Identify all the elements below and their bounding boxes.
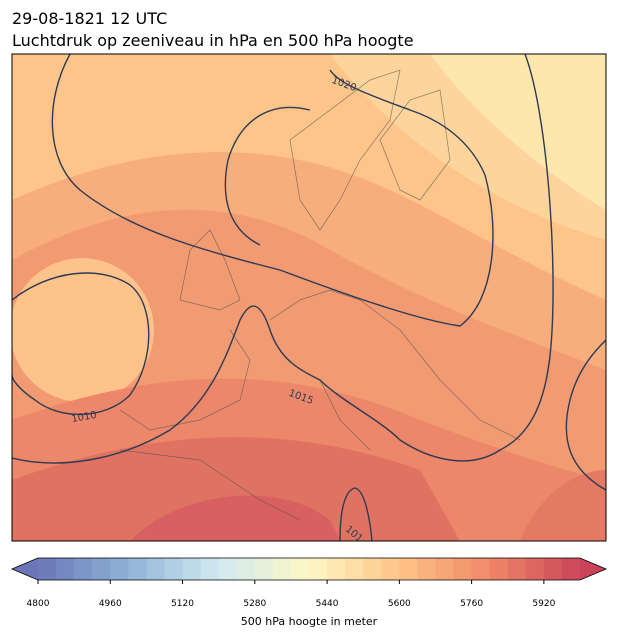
- colorbar-segment: [290, 558, 310, 580]
- colorbar-segment: [327, 558, 346, 580]
- isobar: [12, 54, 554, 464]
- colorbar-segment: [309, 558, 328, 580]
- colorbar-tick-label: 5600: [388, 599, 411, 609]
- band: [12, 258, 154, 402]
- colorbar-extend: [12, 558, 38, 580]
- colorbar-segment: [525, 558, 545, 580]
- title: 29-08-1821 12 UTC: [12, 9, 167, 28]
- colorbar: 4800 4960 5120 5280 5440 5600 5760 5920: [10, 557, 608, 609]
- colorbar-segment: [399, 558, 418, 580]
- colorbar-segment: [128, 558, 147, 580]
- colorbar-tick-label: 5920: [532, 599, 555, 609]
- colorbar-tick-label: 5120: [171, 599, 194, 609]
- colorbar-segment: [272, 558, 292, 580]
- colorbar-segment: [561, 558, 581, 580]
- colorbar-tick-label: 5760: [460, 599, 483, 609]
- colorbar-segment: [543, 558, 563, 580]
- colorbar-tick-label: 4960: [99, 599, 122, 609]
- colorbar-segment: [471, 558, 491, 580]
- colorbar-segment: [56, 558, 75, 580]
- colorbar-segment: [435, 558, 455, 580]
- coastline: [119, 69, 521, 521]
- isobar: [12, 272, 150, 416]
- colorbar-segment: [74, 558, 93, 580]
- colorbar-segment: [345, 558, 364, 580]
- colorbar-outline: [10, 557, 608, 581]
- colorbar-tick-label: 4800: [27, 599, 50, 609]
- colorbar-segment: [182, 558, 202, 580]
- colorbar-segment: [200, 558, 220, 580]
- colorbar-segment: [381, 558, 400, 580]
- isobar: [51, 54, 494, 327]
- colorbar-segment: [363, 558, 382, 580]
- isobar-label: 1010: [71, 410, 98, 425]
- colorbar-segment: [453, 558, 473, 580]
- colorbar-segment: [92, 558, 111, 580]
- colorbar-extend: [580, 558, 606, 580]
- band: [12, 437, 460, 541]
- colorbar-segment: [110, 558, 129, 580]
- colorbar-segment: [417, 558, 436, 580]
- colorbar-segment: [146, 558, 165, 580]
- subtitle: Luchtdruk op zeeniveau in hPa en 500 hPa…: [12, 31, 414, 50]
- map: 1020 1015 1010 101: [12, 54, 606, 541]
- band: [130, 495, 340, 541]
- colorbar-segment: [38, 558, 57, 580]
- isobar: [339, 339, 606, 541]
- colorbar-segment: [218, 558, 238, 580]
- colorbar-tick-label: 5440: [316, 599, 339, 609]
- colorbar-segment: [254, 558, 274, 580]
- map-frame: [11, 53, 607, 542]
- colorbar-segment: [507, 558, 527, 580]
- colorbar-label: 500 hPa hoogte in meter: [241, 615, 378, 628]
- colorbar-tick-label: 5280: [243, 599, 266, 609]
- colorbar-segment: [489, 558, 509, 580]
- colorbar-segment: [164, 558, 184, 580]
- colorbar-segment: [236, 558, 256, 580]
- band: [520, 470, 606, 541]
